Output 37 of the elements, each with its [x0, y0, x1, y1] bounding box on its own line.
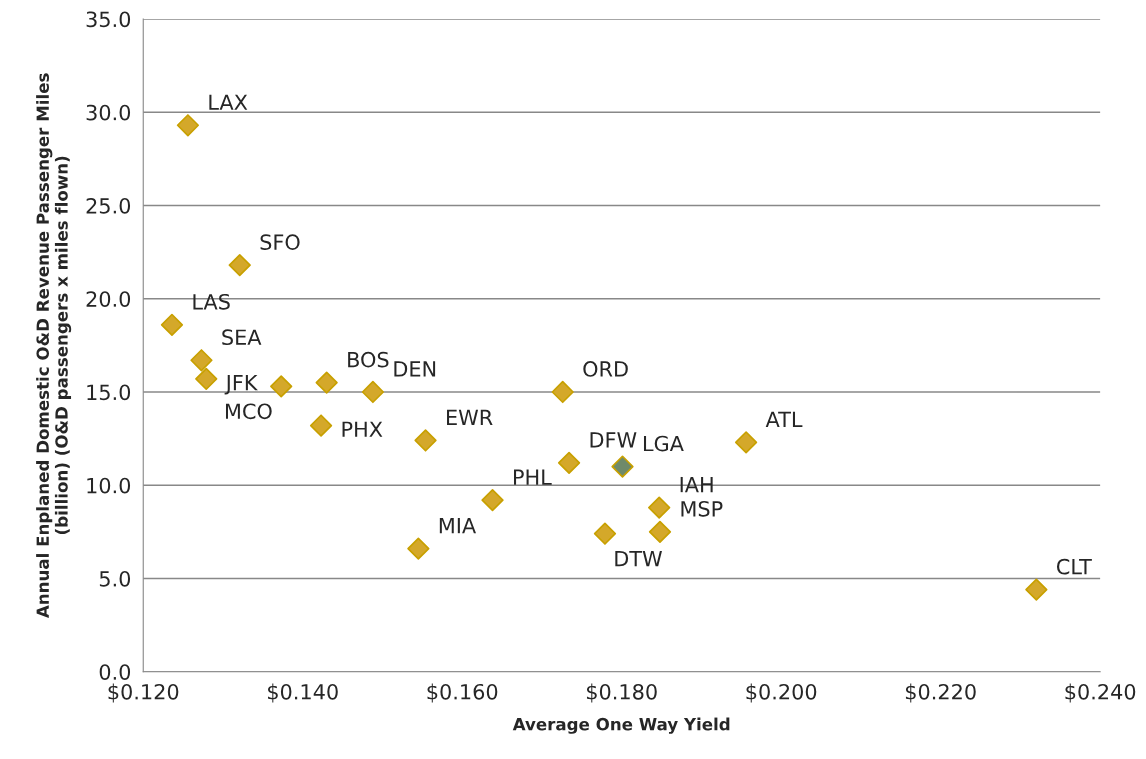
annotation: BOS [348, 351, 389, 368]
annotation: LGA [643, 435, 684, 452]
annotation: DFW [590, 432, 637, 448]
y-tick-label: 15.0 [87, 384, 131, 401]
annotation: MSP [681, 500, 723, 517]
annotation: SFO [260, 234, 300, 250]
x-tick-label: $0.200 [746, 683, 817, 703]
annotation: IAH [680, 476, 713, 493]
x-tick-label: $0.220 [905, 683, 976, 703]
annotation: DEN [394, 361, 436, 377]
annotation: MIA [439, 517, 476, 534]
annotation: ATL [765, 411, 803, 427]
annotation: DTW [615, 551, 662, 567]
annotation: LAS [193, 293, 230, 310]
y-tick-label: 30.0 [86, 104, 131, 121]
annotation: PHX [342, 421, 383, 437]
annotation: PHL [514, 469, 552, 485]
x-tick-label: $0.160 [427, 683, 498, 703]
annotation: SEA [222, 329, 262, 346]
y-tick-label: 10.0 [87, 477, 131, 494]
x-tick-label: $0.180 [586, 683, 657, 703]
y-tick-label: 5.0 [99, 570, 131, 587]
x-tick-label: $0.120 [108, 683, 179, 703]
y-tick-label: 0.0 [99, 664, 131, 680]
x-tick-label: $0.140 [268, 683, 338, 703]
y-axis-title: Annual Enplaned Domestic O&D Revenue Passenger Miles (billion) (O&D passengers x miles flown) [36, 73, 72, 619]
y-tick-label: 20.0 [86, 291, 131, 307]
annotation: MCO [225, 403, 272, 420]
y-tick-label: 25.0 [86, 197, 131, 214]
annotation: JFK [224, 375, 258, 395]
annotation: LAX [209, 94, 248, 110]
x-axis-title: Average One Way Yield [512, 717, 730, 734]
annotation: EWR [447, 409, 493, 426]
x-tick-label: $0.240 [1065, 683, 1136, 703]
annotation: CLT [1056, 558, 1092, 575]
y-tick-label: 35.0 [86, 11, 131, 28]
annotation: ORD [583, 361, 628, 377]
